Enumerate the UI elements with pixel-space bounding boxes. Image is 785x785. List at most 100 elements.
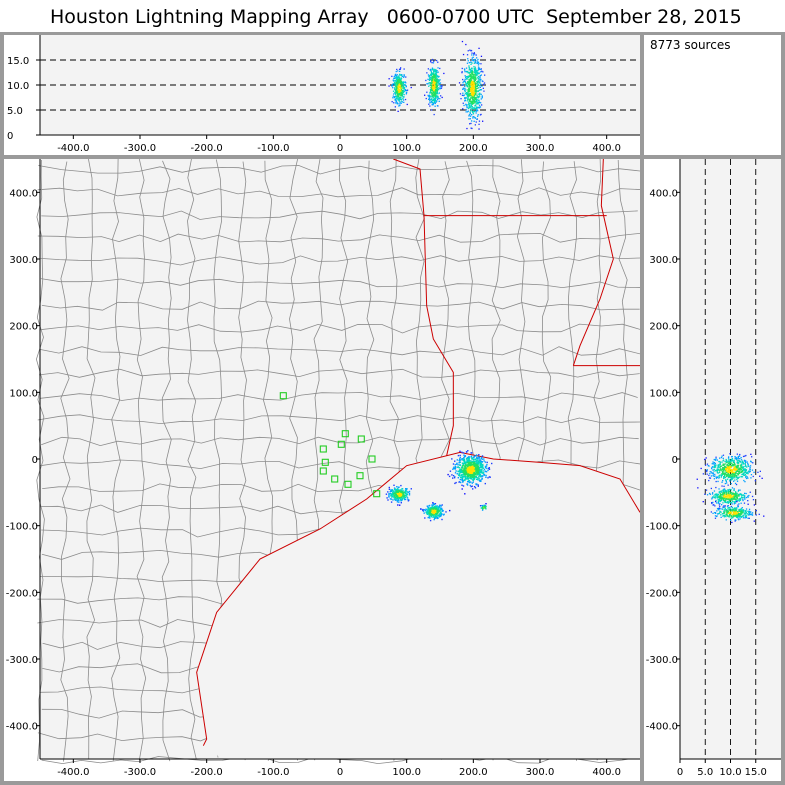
county-line <box>39 323 640 334</box>
source-point <box>477 471 479 474</box>
source-point <box>474 124 476 126</box>
source-point <box>390 501 393 503</box>
source-point <box>429 514 431 516</box>
source-point <box>399 80 401 82</box>
y-tick-label: 200.0 <box>9 322 38 333</box>
source-point <box>402 82 404 84</box>
source-point <box>709 477 712 479</box>
source-point <box>741 465 743 467</box>
source-point <box>471 54 473 56</box>
source-point <box>732 496 734 498</box>
source-point <box>434 83 436 85</box>
source-point <box>714 462 716 465</box>
source-point <box>720 491 722 493</box>
source-point <box>475 112 477 114</box>
source-point <box>454 464 456 466</box>
source-point <box>741 496 743 498</box>
source-point <box>748 470 750 472</box>
source-point <box>733 464 735 466</box>
source-point <box>736 470 738 473</box>
source-point <box>715 464 717 466</box>
source-point <box>454 467 457 469</box>
source-point <box>429 519 432 522</box>
source-point <box>716 515 718 517</box>
source-point <box>435 517 437 519</box>
source-point <box>732 492 735 494</box>
source-point <box>437 80 439 82</box>
source-point <box>400 98 403 101</box>
source-point <box>435 93 437 95</box>
source-point <box>471 463 473 466</box>
source-point <box>403 75 405 77</box>
source-point <box>464 82 467 84</box>
source-point <box>396 495 398 497</box>
source-point <box>471 80 473 82</box>
source-point <box>468 463 470 465</box>
source-point <box>481 466 483 469</box>
source-point <box>472 89 474 91</box>
source-point <box>433 101 435 103</box>
source-point <box>400 80 402 83</box>
source-point <box>408 494 411 496</box>
source-point <box>393 488 396 491</box>
source-point <box>726 494 728 496</box>
source-point <box>719 506 721 508</box>
source-point <box>470 70 472 72</box>
source-point <box>471 75 473 78</box>
source-point <box>728 495 730 498</box>
source-point <box>478 467 481 469</box>
source-point <box>729 494 731 496</box>
source-point <box>463 456 465 459</box>
source-point <box>403 90 405 92</box>
source-point <box>465 451 468 453</box>
source-point <box>468 464 470 466</box>
source-point <box>705 457 707 459</box>
source-point <box>730 513 732 515</box>
source-point <box>696 478 698 480</box>
source-point <box>456 459 458 461</box>
source-point <box>744 474 746 476</box>
source-point <box>466 78 468 80</box>
source-point <box>435 83 437 85</box>
source-point <box>395 81 398 83</box>
source-point <box>724 494 726 496</box>
source-point <box>761 477 763 479</box>
source-point <box>725 490 727 492</box>
source-point <box>476 478 478 480</box>
source-point <box>469 88 471 90</box>
source-point <box>400 499 403 501</box>
source-point <box>723 512 725 514</box>
source-point <box>468 67 470 69</box>
source-point <box>436 86 438 89</box>
source-point <box>751 513 753 515</box>
source-point <box>468 94 470 96</box>
source-point <box>477 466 479 468</box>
source-point <box>476 101 478 103</box>
source-point <box>431 82 433 85</box>
source-point <box>708 465 710 467</box>
source-point <box>728 475 730 477</box>
source-point <box>487 469 489 472</box>
source-point <box>471 485 473 487</box>
source-point <box>730 460 732 463</box>
source-point <box>708 474 710 477</box>
source-point <box>719 500 721 502</box>
source-point <box>433 73 435 75</box>
source-point <box>479 473 481 476</box>
source-point <box>747 495 749 497</box>
source-point <box>478 99 480 101</box>
source-point <box>469 86 471 88</box>
source-point <box>725 480 727 483</box>
source-point <box>434 84 436 86</box>
source-point <box>751 495 754 498</box>
source-point <box>744 471 746 473</box>
source-point <box>724 476 726 479</box>
source-point <box>468 103 470 105</box>
source-point <box>713 495 715 497</box>
source-point <box>725 475 728 478</box>
source-point <box>396 84 398 86</box>
source-point <box>459 458 461 460</box>
source-point <box>473 107 475 109</box>
source-point <box>439 98 441 100</box>
stations <box>279 392 381 498</box>
